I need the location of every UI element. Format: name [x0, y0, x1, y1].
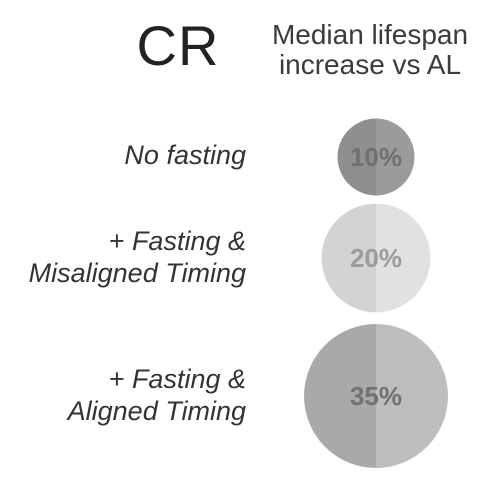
- bubble-value-label: 20%: [350, 243, 402, 273]
- bubble-2: 20%: [321, 203, 431, 313]
- bubble-3: 35%: [304, 324, 448, 468]
- bubble-value-label: 10%: [350, 142, 402, 172]
- row-label-line: Aligned Timing: [67, 395, 246, 426]
- bubble-left-half: [304, 324, 376, 468]
- row-label-aligned: + Fasting & Aligned Timing: [1, 364, 246, 428]
- bubble-left-half: [321, 203, 376, 313]
- column-header-line-2: increase vs AL: [278, 49, 462, 81]
- row-label-line: No fasting: [124, 140, 246, 170]
- column-header: Median lifespan increase vs AL: [250, 19, 490, 81]
- row-label-line: Misaligned Timing: [28, 257, 246, 288]
- column-header-line-1: Median lifespan: [271, 19, 469, 50]
- bubble-value-label: 35%: [350, 381, 402, 411]
- bubble-1: 10%: [337, 118, 415, 196]
- bubble-right-half: [376, 203, 431, 313]
- bubble-left-half: [337, 118, 376, 196]
- row-label-no-fasting: No fasting: [1, 140, 246, 172]
- row-label-line: + Fasting &: [108, 364, 246, 394]
- row-label-misaligned: + Fasting & Misaligned Timing: [1, 226, 246, 290]
- chart-title: CR: [136, 14, 220, 77]
- row-label-line: + Fasting &: [108, 226, 246, 256]
- bubble-right-half: [376, 118, 415, 196]
- bubble-right-half: [376, 324, 448, 468]
